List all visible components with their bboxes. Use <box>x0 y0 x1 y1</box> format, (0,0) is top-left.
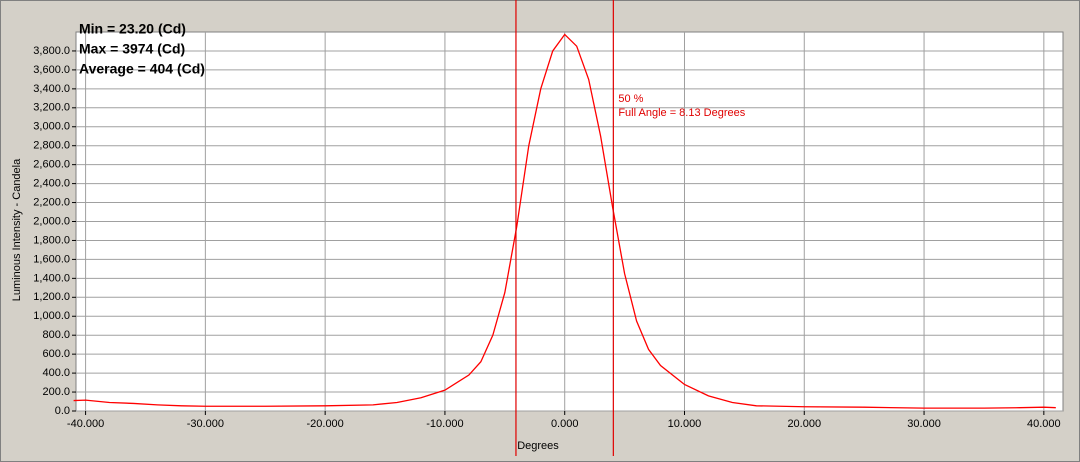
y-tick-label: 0.0 <box>55 405 70 417</box>
y-tick-label: 2,400.0 <box>33 178 70 190</box>
y-axis-label: Luminous Intensity - Candela <box>11 158 23 301</box>
y-tick-label: 2,600.0 <box>33 159 70 171</box>
cutoff-label: 50 % <box>618 93 643 105</box>
y-tick-label: 1,600.0 <box>33 253 70 265</box>
y-tick-label: 2,200.0 <box>33 196 70 208</box>
y-tick-label: 1,200.0 <box>33 291 70 303</box>
y-tick-label: 2,000.0 <box>33 215 70 227</box>
y-tick-label: 600.0 <box>42 348 70 360</box>
y-tick-label: 1,800.0 <box>33 234 70 246</box>
y-tick-label: 3,000.0 <box>33 121 70 133</box>
y-tick-label: 2,800.0 <box>33 140 70 152</box>
stat-annotation: Min = 23.20 (Cd) <box>79 21 186 37</box>
x-tick-label: 20.000 <box>787 418 821 430</box>
y-tick-label: 3,400.0 <box>33 83 70 95</box>
x-tick-label: -40.000 <box>67 418 104 430</box>
x-tick-label: 30.000 <box>907 418 941 430</box>
stat-annotation: Max = 3974 (Cd) <box>79 41 185 57</box>
x-tick-label: -20.000 <box>306 418 343 430</box>
y-tick-label: 3,600.0 <box>33 64 70 76</box>
y-tick-label: 800.0 <box>42 329 70 341</box>
x-tick-label: -10.000 <box>426 418 463 430</box>
y-tick-label: 3,800.0 <box>33 45 70 57</box>
y-tick-label: 1,000.0 <box>33 310 70 322</box>
stat-annotation: Average = 404 (Cd) <box>79 61 205 77</box>
x-tick-label: -30.000 <box>187 418 224 430</box>
y-tick-label: 200.0 <box>42 386 70 398</box>
x-tick-label: 10.000 <box>668 418 702 430</box>
y-tick-label: 400.0 <box>42 367 70 379</box>
cutoff-note: Full Angle = 8.13 Degrees <box>618 107 745 119</box>
data-line <box>73 33 1056 409</box>
y-tick-label: 3,200.0 <box>33 102 70 114</box>
x-tick-label: 0.000 <box>551 418 579 430</box>
x-axis-label: Degrees <box>517 440 559 452</box>
x-tick-label: 40.000 <box>1027 418 1061 430</box>
y-tick-label: 1,400.0 <box>33 272 70 284</box>
